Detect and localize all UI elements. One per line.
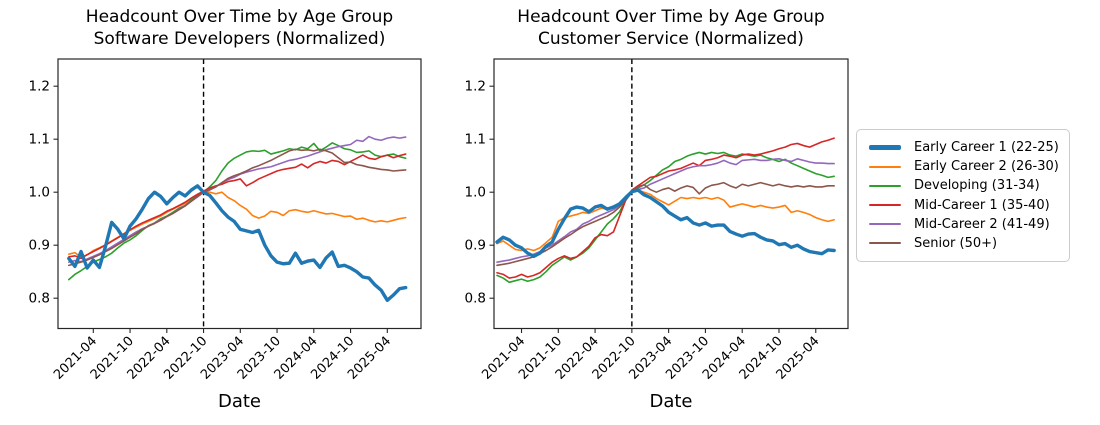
right-chart-title: Headcount Over Time by Age Group Custome… <box>494 6 848 50</box>
y-tick-label: 1.0 <box>465 185 486 201</box>
legend-label: Developing (31-34) <box>914 178 1040 194</box>
legend-item: Early Career 1 (22-25) <box>869 138 1059 157</box>
legend-item: Early Career 2 (26-30) <box>869 157 1059 176</box>
right-chart-title-line1: Headcount Over Time by Age Group <box>517 7 825 27</box>
series-line-mid-career-2-41-49 <box>496 158 835 263</box>
right-x-axis-label: Date <box>649 391 693 412</box>
y-tick-label: 0.9 <box>29 238 50 254</box>
left-chart-title-line2: Software Developers (Normalized) <box>93 29 386 49</box>
legend-item: Mid-Career 2 (41-49) <box>869 215 1057 234</box>
y-tick-label: 1.0 <box>29 185 50 201</box>
legend-line-swatch <box>869 204 901 207</box>
right-chart: 0.80.91.01.11.22021-042021-102022-042022… <box>465 58 849 383</box>
y-tick-label: 0.9 <box>465 238 486 254</box>
legend-label: Early Career 1 (22-25) <box>914 140 1059 156</box>
left-chart: 0.80.91.01.11.22021-042021-102022-042022… <box>29 58 422 383</box>
plot-border <box>493 58 849 330</box>
legend-item: Developing (31-34) <box>869 176 1057 195</box>
plot-border <box>57 58 422 330</box>
y-tick-label: 1.2 <box>29 79 50 95</box>
right-chart-title-line2: Customer Service (Normalized) <box>538 29 804 49</box>
left-x-axis-label: Date <box>217 391 262 412</box>
legend-label: Mid-Career 1 (35-40) <box>914 197 1050 213</box>
series-line-developing-31-34 <box>68 142 407 281</box>
series-line-early-career-1-22-25 <box>495 188 836 259</box>
y-tick-label: 0.8 <box>29 291 50 307</box>
legend-item: Senior (50+) <box>869 234 1057 253</box>
y-tick-label: 0.8 <box>465 291 486 307</box>
y-tick-label: 1.1 <box>465 132 486 148</box>
left-chart-title: Headcount Over Time by Age Group Softwar… <box>58 6 421 50</box>
series-line-early-career-2-26-30 <box>496 189 835 252</box>
legend-item: Mid-Career 1 (35-40) <box>869 196 1057 215</box>
legend-line-swatch <box>869 242 901 245</box>
legend-line-swatch <box>869 145 901 151</box>
legend: Early Career 1 (22-25) Early Career 2 (2… <box>856 129 1070 262</box>
legend-line-swatch <box>869 165 901 168</box>
legend-line-swatch <box>869 184 901 187</box>
legend-label: Senior (50+) <box>914 235 998 251</box>
series-line-developing-31-34 <box>496 151 835 284</box>
y-tick-label: 1.2 <box>465 79 486 95</box>
series-line-senior-50 <box>496 181 835 267</box>
legend-label: Mid-Career 2 (41-49) <box>914 216 1050 232</box>
series-line-senior-50 <box>68 148 407 267</box>
legend-label: Early Career 2 (26-30) <box>914 159 1059 175</box>
series-line-mid-career-1-35-40 <box>496 137 835 279</box>
legend-line-swatch <box>869 223 901 226</box>
left-chart-title-line1: Headcount Over Time by Age Group <box>85 7 394 27</box>
y-tick-label: 1.1 <box>29 132 50 148</box>
series-line-early-career-1-22-25 <box>67 184 408 303</box>
